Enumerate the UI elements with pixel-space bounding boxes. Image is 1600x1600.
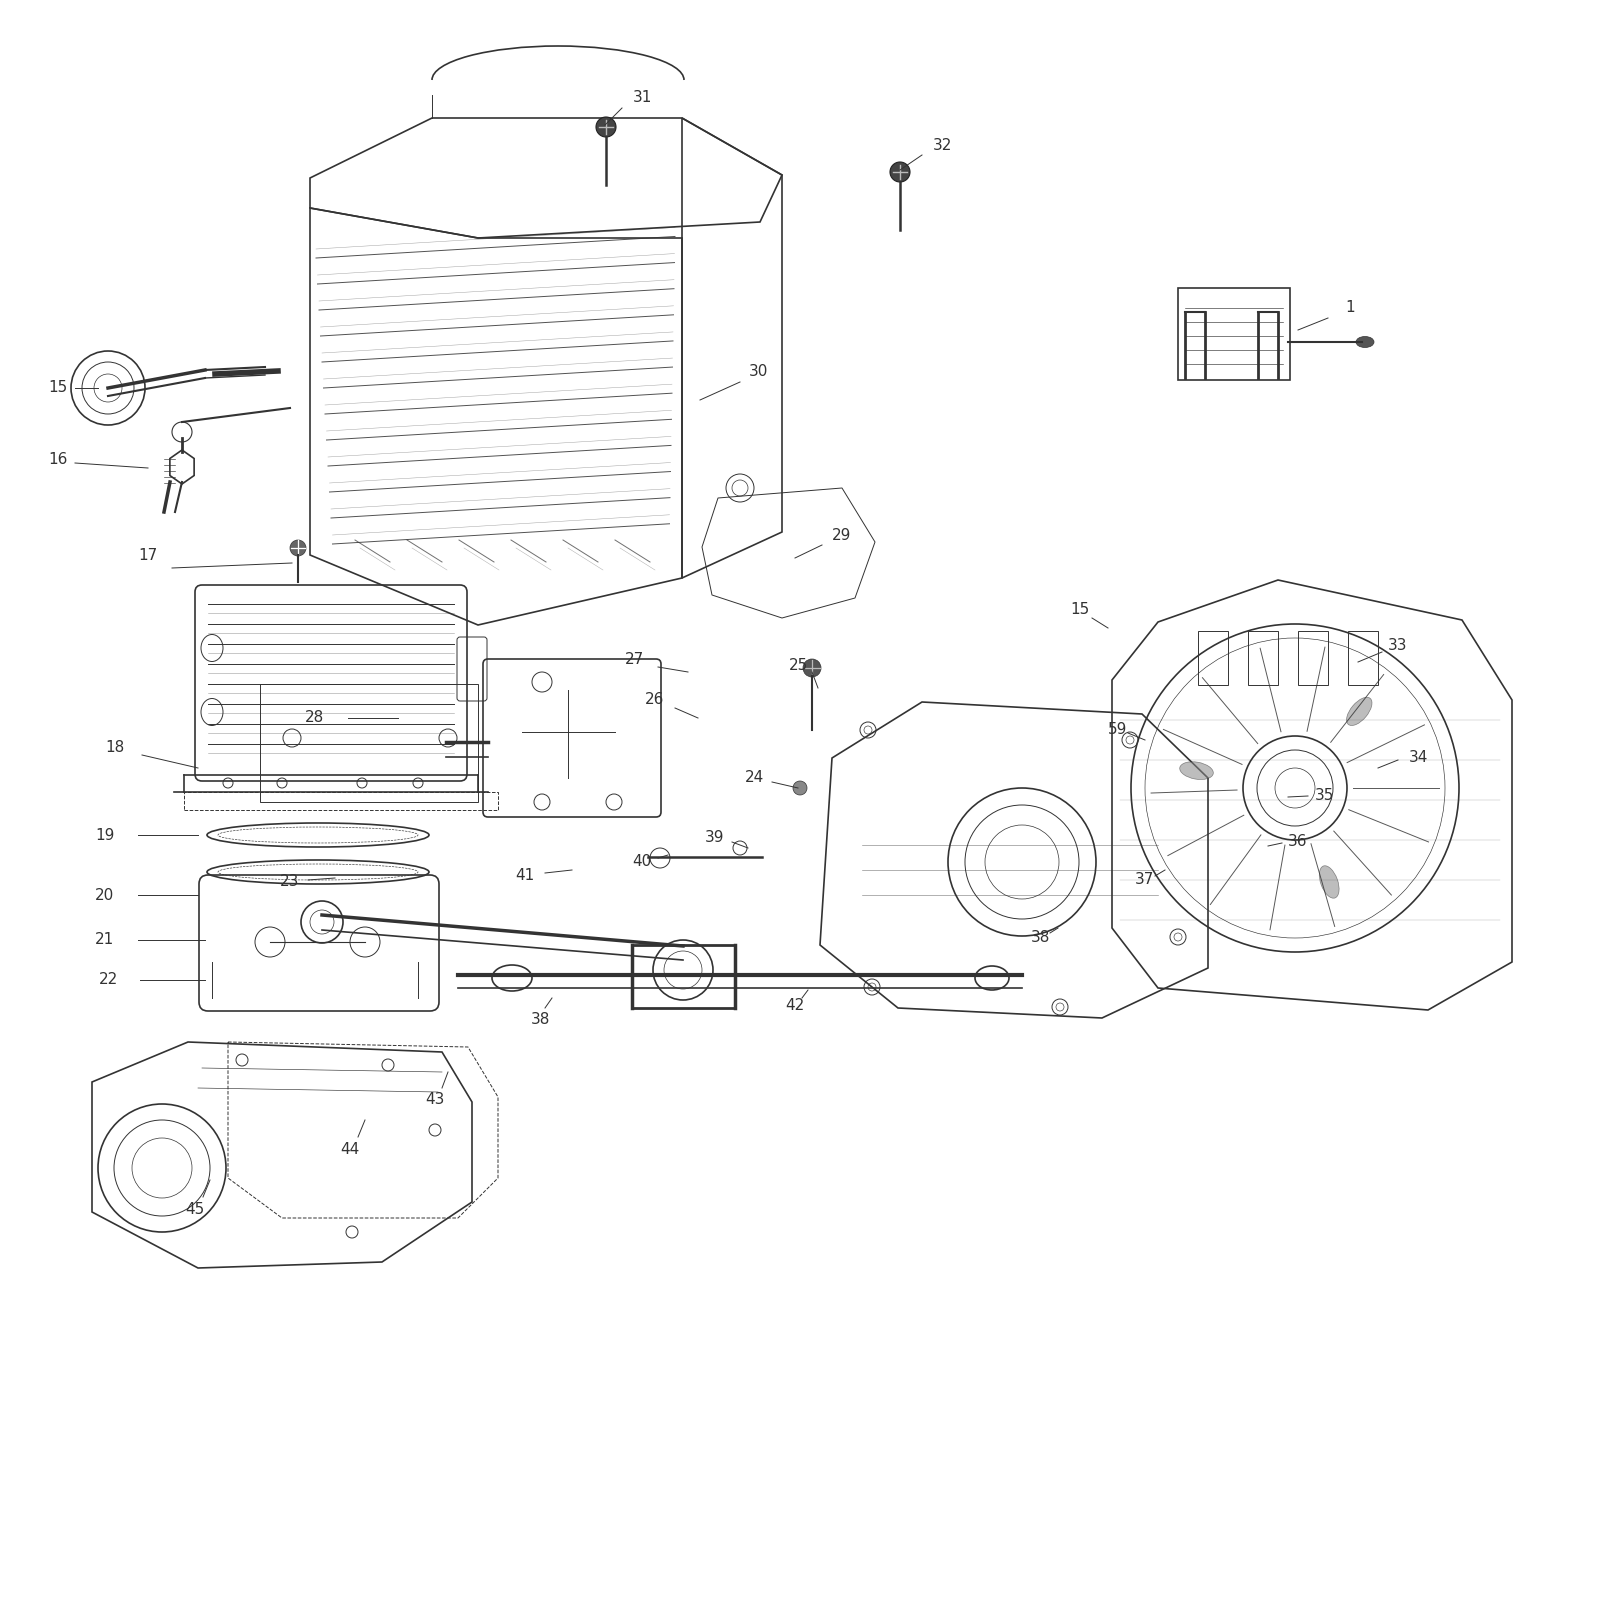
- Text: 19: 19: [96, 827, 115, 843]
- Text: 30: 30: [749, 365, 768, 379]
- Text: 18: 18: [106, 741, 125, 755]
- Text: 1: 1: [1346, 301, 1355, 315]
- Text: 21: 21: [96, 933, 115, 947]
- Text: 25: 25: [789, 658, 808, 672]
- Text: 41: 41: [515, 867, 534, 883]
- Bar: [1347, 630, 1378, 685]
- Text: 22: 22: [98, 973, 118, 987]
- Text: 32: 32: [933, 138, 952, 152]
- Text: 27: 27: [626, 653, 645, 667]
- Text: 59: 59: [1109, 723, 1128, 738]
- Ellipse shape: [1179, 762, 1213, 779]
- Text: 23: 23: [280, 875, 299, 890]
- Text: 39: 39: [706, 830, 725, 845]
- Text: 37: 37: [1136, 872, 1155, 888]
- Bar: [184, 792, 498, 810]
- Text: 28: 28: [306, 710, 325, 725]
- Text: 42: 42: [786, 997, 805, 1013]
- Text: 38: 38: [530, 1013, 550, 1027]
- Bar: [1298, 630, 1328, 685]
- Circle shape: [290, 541, 306, 557]
- Ellipse shape: [1357, 336, 1374, 347]
- Text: 26: 26: [645, 693, 664, 707]
- Text: 15: 15: [48, 381, 67, 395]
- Text: 35: 35: [1315, 787, 1334, 803]
- Circle shape: [595, 117, 616, 138]
- Bar: [259, 685, 478, 802]
- Text: 40: 40: [632, 854, 651, 869]
- Circle shape: [803, 659, 821, 677]
- Ellipse shape: [1347, 698, 1371, 725]
- Circle shape: [794, 781, 806, 795]
- Text: 16: 16: [48, 453, 67, 467]
- Text: 17: 17: [138, 547, 158, 563]
- Text: 29: 29: [832, 528, 851, 542]
- Text: 34: 34: [1408, 750, 1427, 765]
- Text: 36: 36: [1288, 835, 1307, 850]
- Circle shape: [890, 162, 910, 182]
- Text: 45: 45: [186, 1203, 205, 1218]
- Text: 43: 43: [426, 1093, 445, 1107]
- Text: 15: 15: [1070, 603, 1090, 618]
- Bar: [1248, 630, 1278, 685]
- Text: 44: 44: [341, 1142, 360, 1157]
- Bar: [1198, 630, 1229, 685]
- Text: 24: 24: [746, 771, 765, 786]
- Ellipse shape: [1320, 866, 1339, 898]
- Text: 33: 33: [1389, 637, 1408, 653]
- Text: 31: 31: [632, 91, 651, 106]
- Text: 38: 38: [1030, 931, 1050, 946]
- Text: 20: 20: [96, 888, 115, 902]
